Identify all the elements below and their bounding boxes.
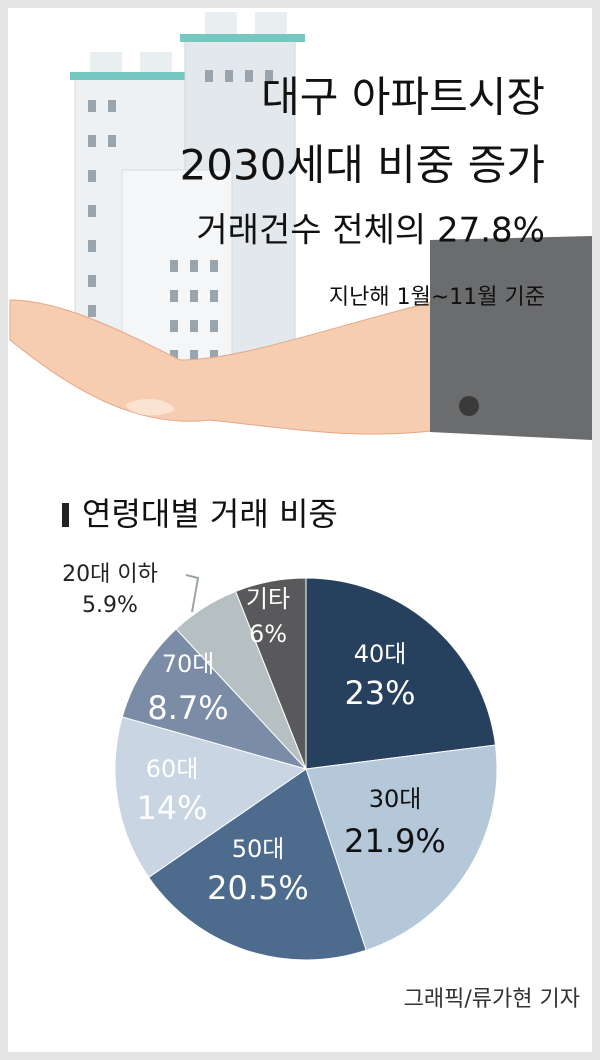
leader-line: [185, 574, 200, 613]
credit: 그래픽/류가현 기자: [404, 987, 580, 1012]
slice-category: 기타: [246, 585, 290, 613]
slice-category: 70대: [162, 650, 215, 678]
headline: 거래건수 전체의 27.8%: [196, 211, 545, 251]
slice-category: 60대: [146, 755, 199, 783]
chart-title: 연령대별 거래 비중: [82, 495, 338, 533]
slice-category: 50대: [232, 835, 285, 863]
subtitle: 지난해 1월~11월 기준: [329, 285, 545, 310]
headline: 2030세대 비중 증가: [180, 141, 545, 190]
pie-slice: [121, 628, 308, 770]
title-marker: [62, 503, 69, 527]
pie: 40대 23% 30대 21.9% 50대 20.5% 60대 14% 70대 8.7% 20대 이…: [62, 562, 498, 961]
slice-value: 23%: [344, 674, 415, 712]
slice-value: 5.9%: [82, 593, 138, 618]
slice-category: 30대: [369, 785, 422, 813]
slice-value: 20.5%: [207, 869, 309, 907]
pie-slice: [114, 716, 308, 879]
pie-slice: [148, 768, 367, 961]
pie-slice: [305, 577, 497, 770]
slice-value: 14%: [136, 789, 207, 827]
slice-value: 8.7%: [147, 689, 228, 727]
slice-category: 40대: [354, 640, 407, 668]
slice-value: 6%: [249, 620, 287, 648]
pie-slice: [235, 577, 307, 770]
slice-value: 21.9%: [344, 822, 446, 860]
pie-slice: [305, 744, 498, 951]
illustration: [9, 12, 592, 440]
slice-category: 20대 이하: [62, 562, 158, 587]
headline: 대구 아파트시장: [261, 73, 545, 122]
